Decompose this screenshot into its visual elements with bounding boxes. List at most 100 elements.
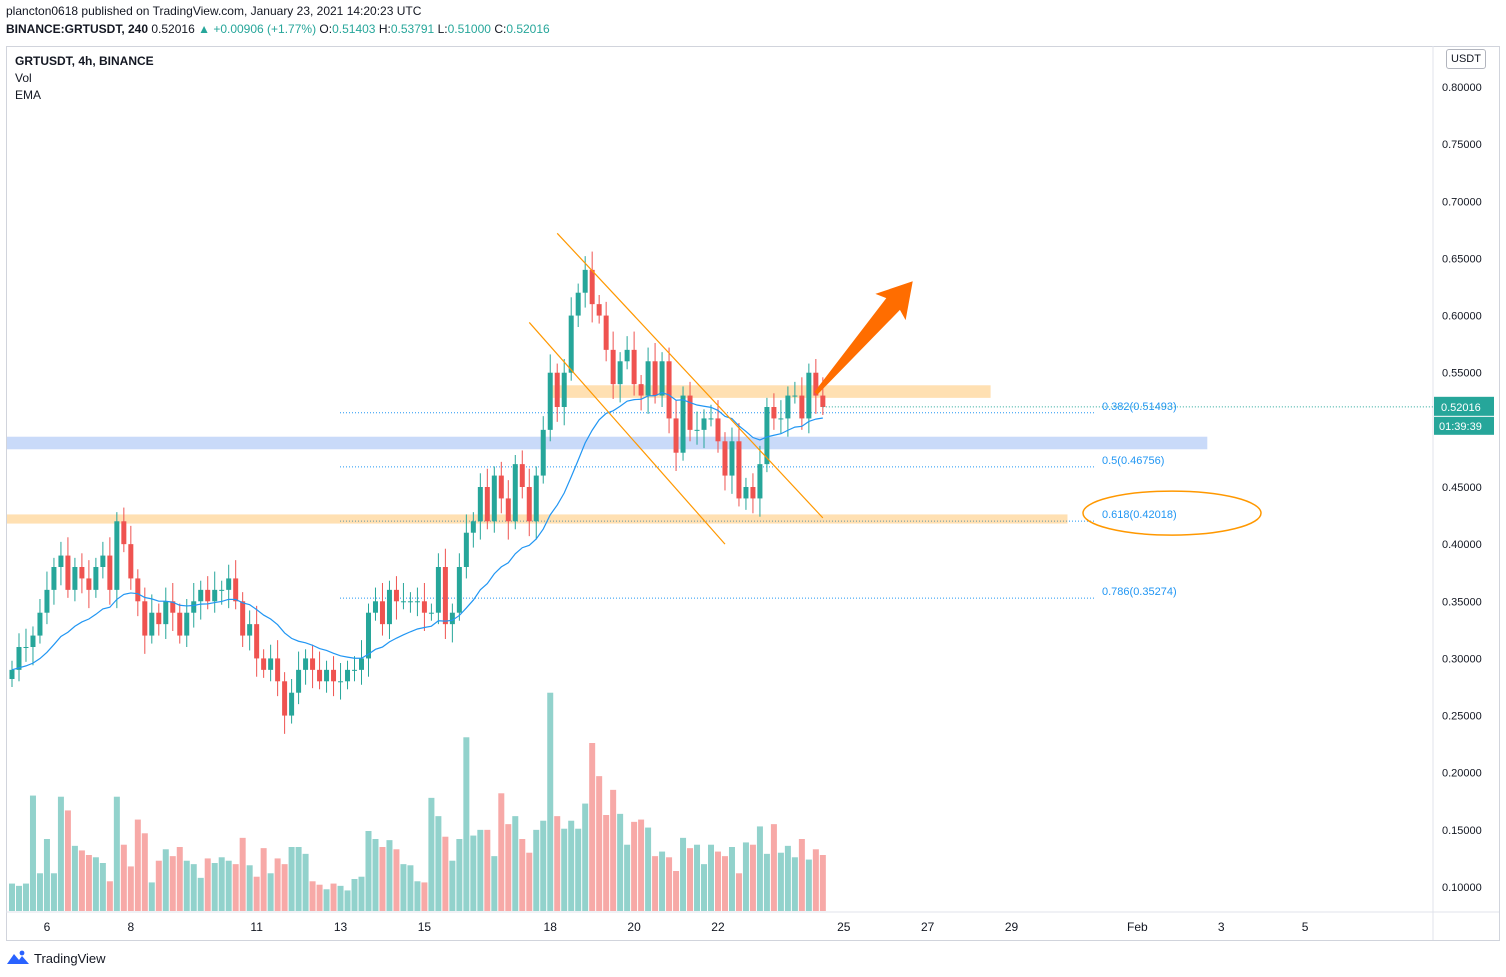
candle-body bbox=[799, 395, 805, 419]
volume-bar bbox=[673, 871, 680, 911]
candle-body bbox=[652, 361, 658, 396]
up-arrow-icon bbox=[814, 281, 913, 395]
x-tick-label: 25 bbox=[837, 920, 851, 934]
candle-body bbox=[261, 658, 267, 670]
candle-body bbox=[142, 601, 148, 636]
candle-body bbox=[526, 487, 532, 522]
candle-body bbox=[820, 395, 826, 407]
channel-lower bbox=[528, 322, 726, 545]
volume-bar bbox=[624, 844, 631, 911]
legend-ema[interactable]: EMA bbox=[15, 88, 42, 102]
volume-bar bbox=[491, 856, 498, 911]
volume-bar bbox=[428, 797, 435, 911]
volume-bar bbox=[113, 796, 120, 911]
volume-bar bbox=[176, 847, 183, 911]
candle-body bbox=[610, 349, 616, 385]
x-tick-label: 18 bbox=[544, 920, 558, 934]
volume-bar bbox=[645, 827, 652, 911]
countdown-label: 01:39:39 bbox=[1439, 421, 1482, 433]
close-value: 0.52016 bbox=[506, 22, 550, 36]
x-tick-label: 5 bbox=[1302, 920, 1309, 934]
legend-symbol[interactable]: GRTUSDT, 4h, BINANCE bbox=[15, 54, 154, 68]
candle-body bbox=[93, 567, 99, 590]
y-tick-label: 0.40000 bbox=[1442, 539, 1482, 551]
currency-button[interactable]: USDT bbox=[1446, 49, 1486, 69]
volume-bar bbox=[288, 847, 295, 911]
volume-bar bbox=[421, 882, 428, 911]
volume-bar bbox=[232, 864, 239, 911]
volume-bar bbox=[99, 863, 106, 911]
volume-bar bbox=[281, 864, 288, 911]
volume-bar bbox=[225, 860, 232, 911]
candle-body bbox=[310, 658, 316, 670]
volume-bar bbox=[777, 852, 784, 911]
candle-body bbox=[79, 567, 85, 579]
candle-body bbox=[386, 589, 392, 625]
x-tick-label: 11 bbox=[250, 920, 263, 934]
candle-body bbox=[708, 418, 714, 420]
volume-bar bbox=[134, 819, 141, 911]
volume-bar bbox=[71, 845, 78, 911]
zones bbox=[7, 385, 1208, 524]
volume-bar bbox=[162, 849, 169, 911]
candle-body bbox=[177, 612, 183, 636]
arrow-shape bbox=[814, 281, 913, 395]
candle-body bbox=[603, 315, 609, 350]
candle-body bbox=[470, 521, 476, 533]
fib-label: 0.382(0.51493) bbox=[1102, 401, 1177, 413]
y-tick-label: 0.35000 bbox=[1442, 596, 1482, 608]
candle-body bbox=[324, 669, 330, 682]
candle-body bbox=[170, 601, 176, 613]
candle-body bbox=[233, 578, 239, 602]
volume-bar bbox=[575, 828, 582, 911]
publish-header: plancton0618 published on TradingView.co… bbox=[6, 4, 550, 36]
y-tick-label: 0.65000 bbox=[1442, 253, 1482, 265]
volume-bar bbox=[197, 877, 204, 911]
candle-body bbox=[428, 612, 434, 614]
y-tick-label: 0.30000 bbox=[1442, 653, 1482, 665]
candle-body bbox=[268, 658, 274, 670]
volume-bar bbox=[714, 851, 721, 911]
volume-bar bbox=[9, 883, 15, 911]
x-tick-label: 3 bbox=[1218, 920, 1225, 934]
candle-body bbox=[582, 269, 588, 293]
volume-bar bbox=[687, 848, 694, 911]
candle-body bbox=[575, 292, 581, 316]
candle-body bbox=[9, 669, 15, 679]
volume-bar bbox=[15, 885, 22, 911]
volume-bar bbox=[442, 836, 449, 911]
volume-bar bbox=[337, 885, 344, 911]
volume-bar bbox=[701, 864, 708, 911]
volume-bar bbox=[617, 813, 624, 911]
candle-body bbox=[505, 498, 511, 522]
x-tick-label: 29 bbox=[1005, 920, 1019, 934]
volume-bar bbox=[819, 855, 826, 911]
candle-body bbox=[596, 304, 602, 316]
volume-bar bbox=[330, 883, 337, 911]
volume-bar bbox=[316, 884, 323, 911]
fib-highlight-circle bbox=[1082, 490, 1262, 536]
candle-body bbox=[750, 487, 756, 499]
footer-brand[interactable]: TradingView bbox=[6, 950, 106, 966]
volume-bar bbox=[568, 820, 575, 911]
candle-body bbox=[372, 601, 378, 613]
volume-bar bbox=[533, 829, 540, 911]
candle-body bbox=[778, 418, 784, 420]
volume-bars bbox=[9, 692, 826, 911]
candle-body bbox=[589, 269, 595, 305]
candle-body bbox=[512, 464, 518, 522]
volume-bar bbox=[659, 851, 666, 911]
volume-bar bbox=[735, 873, 742, 911]
candle-body bbox=[407, 601, 413, 603]
candle-body bbox=[561, 372, 567, 407]
volume-bar bbox=[246, 865, 253, 911]
volume-bar bbox=[92, 857, 99, 911]
legend-vol[interactable]: Vol bbox=[15, 71, 32, 85]
candle-body bbox=[442, 567, 448, 625]
x-tick-label: Feb bbox=[1127, 920, 1148, 934]
volume-bar bbox=[763, 853, 770, 911]
volume-bar bbox=[309, 881, 316, 911]
last-price-label: 0.52016 bbox=[1441, 402, 1481, 414]
y-tick-label: 0.80000 bbox=[1442, 82, 1482, 94]
